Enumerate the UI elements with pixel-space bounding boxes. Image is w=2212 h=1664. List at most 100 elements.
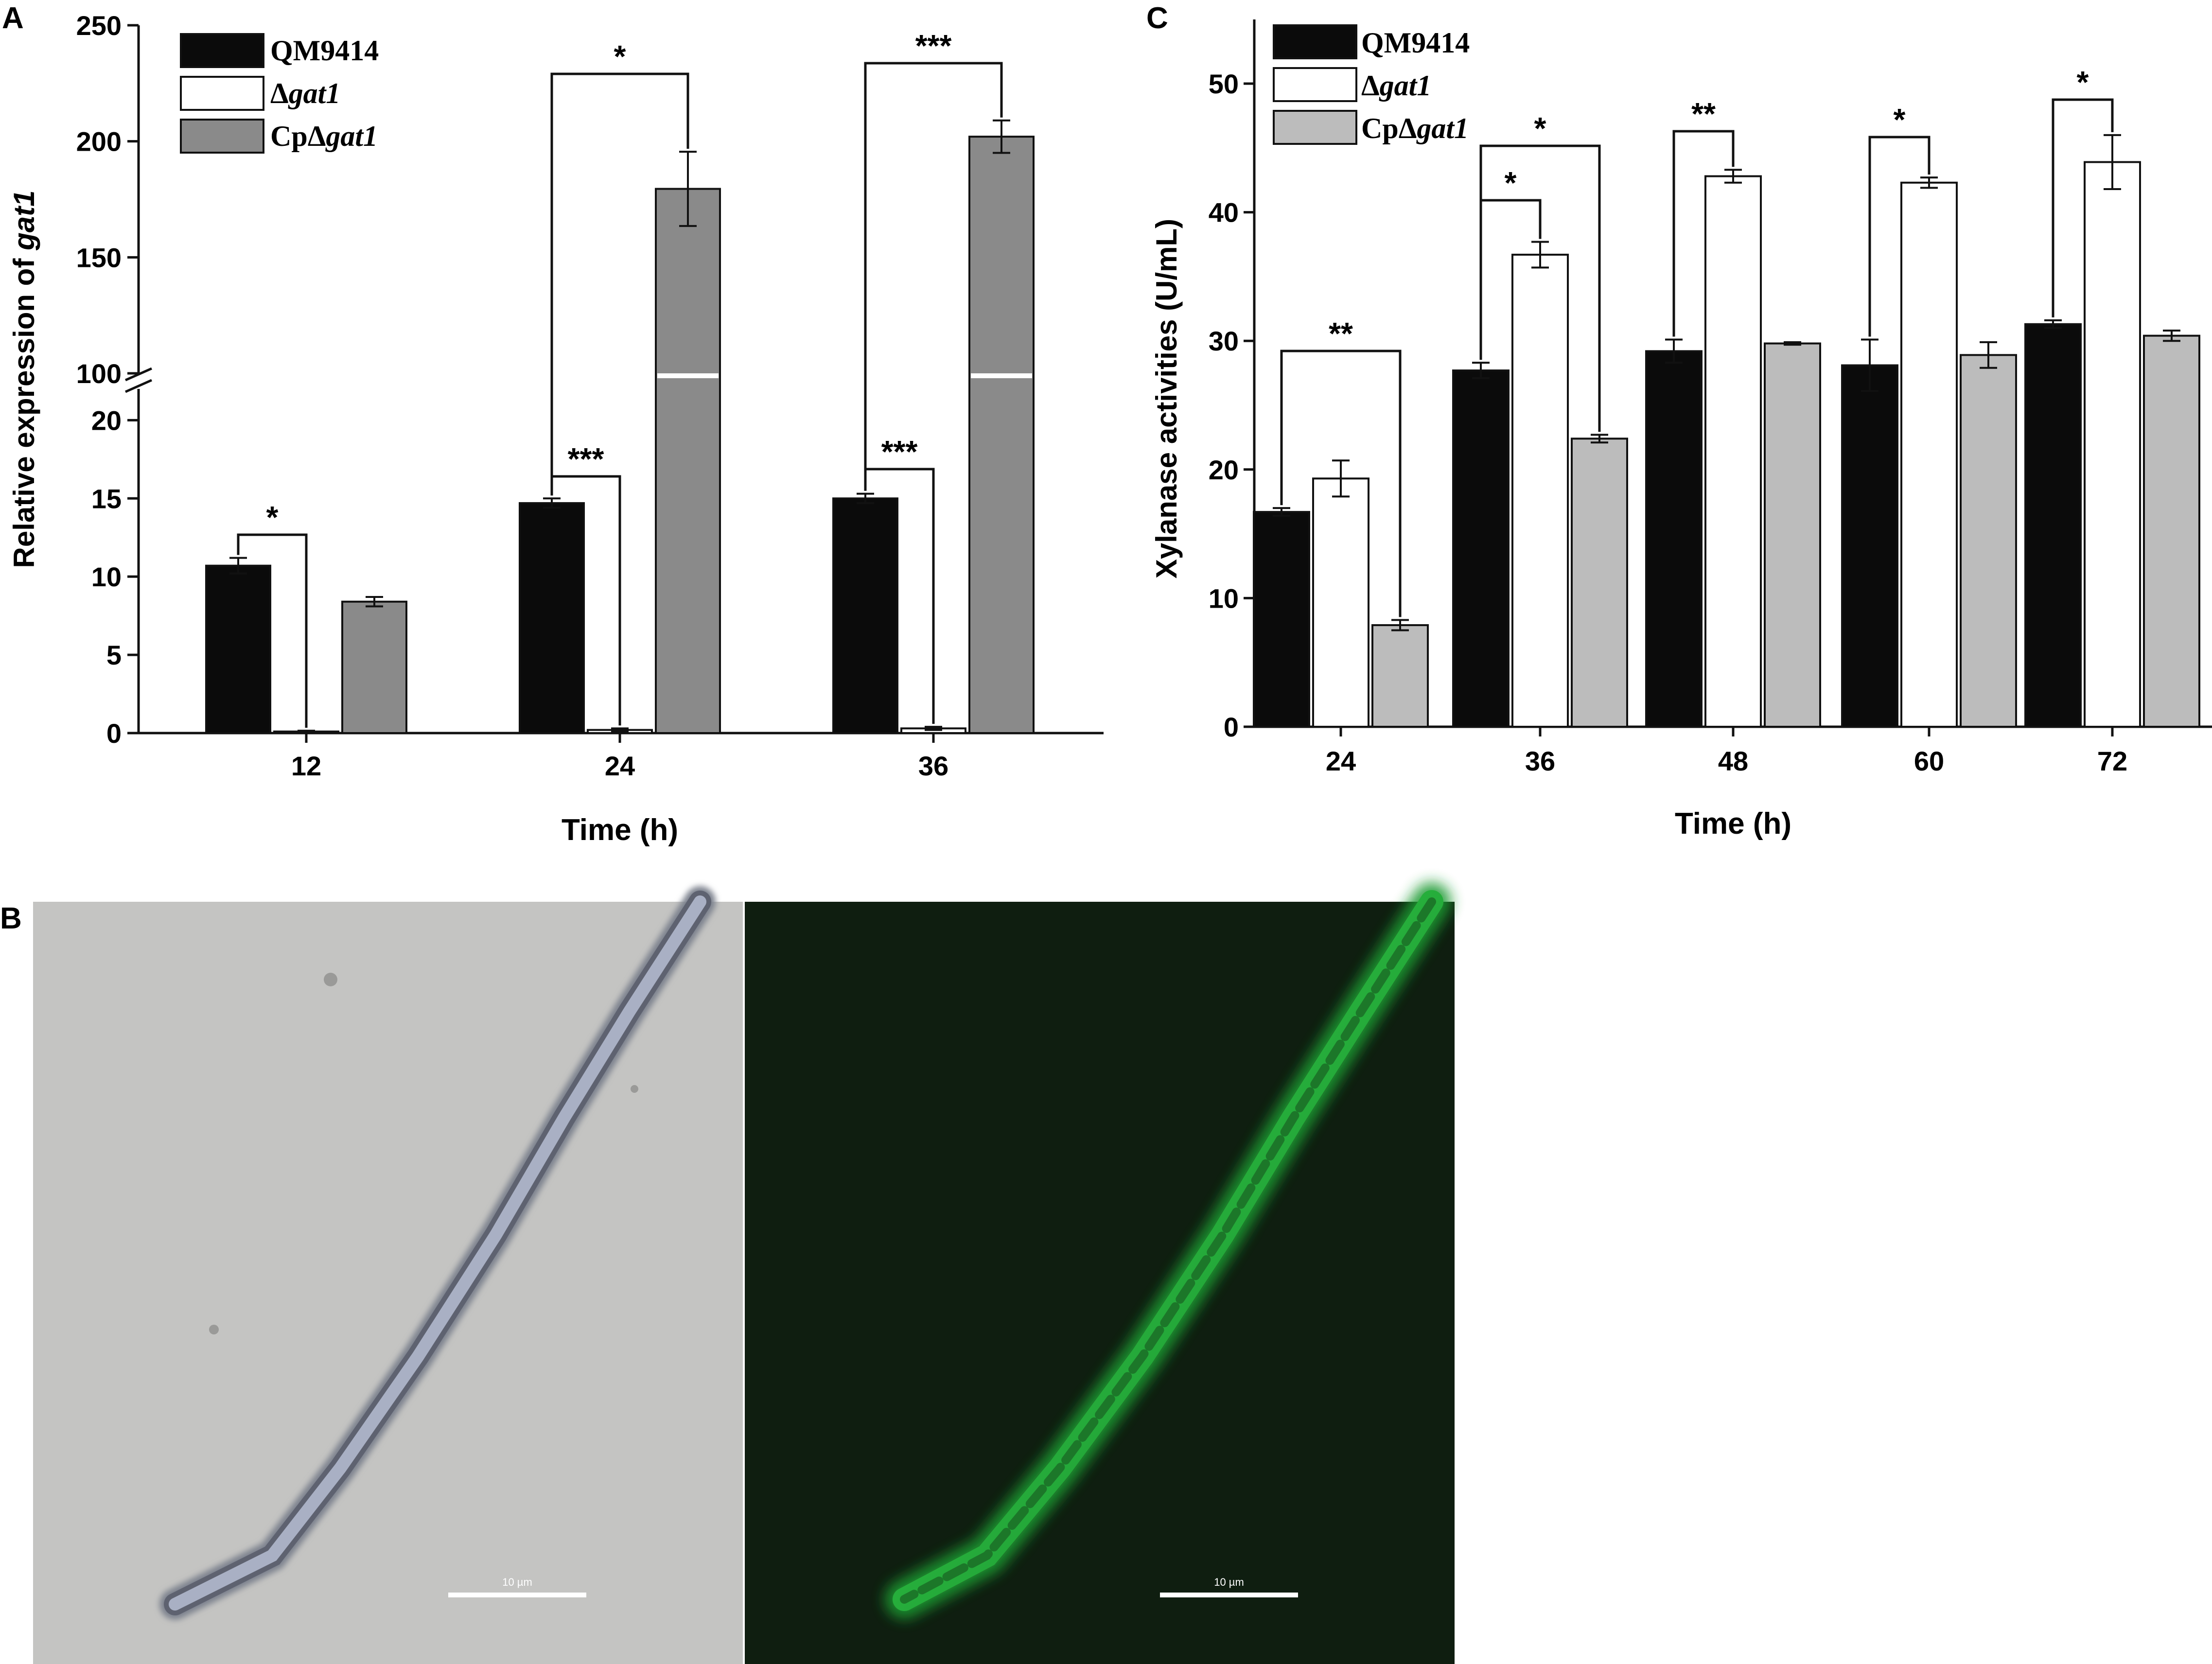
panel-a-bar (655, 188, 721, 734)
legend-label-dgat1: Δgat1 (270, 77, 340, 109)
panel-c-bars (1253, 134, 2200, 728)
panel-a-y-tick-label: 5 (106, 640, 122, 670)
panel-c-significance-bracket (1868, 136, 1931, 337)
panel-a-y-axis-label: Relative expression of gat1 (8, 191, 40, 568)
panel-c-significance-label: * (1894, 102, 1906, 137)
panel-c-significance-label: ** (1329, 316, 1353, 351)
panel-c-y-tick-label: 10 (1209, 583, 1239, 613)
panel-a-significance-bracket (237, 533, 308, 728)
panel-a-significance-label: *** (568, 441, 604, 476)
panel-c-bar (1841, 364, 1898, 728)
panel-b: B 10 µm 10 µm (0, 882, 1455, 1664)
panel-c-x-tick-label: 36 (1525, 746, 1555, 776)
panel-c-y-tick-label: 50 (1209, 69, 1239, 99)
scale-bar-left-label: 10 µm (502, 1576, 532, 1588)
panel-c-significance-bracket (1280, 350, 1402, 617)
legend-swatch-dgat1 (180, 76, 264, 111)
panel-c-x-tick-label: 24 (1326, 746, 1356, 776)
panel-c-x-ticks: 24 36 48 60 72 (1326, 727, 2127, 776)
scale-bar-right (1160, 1593, 1298, 1597)
debris-speck (209, 1325, 219, 1334)
panel-a-significance: *********** (237, 28, 1003, 728)
panel-c-y-tick-label: 30 (1209, 326, 1239, 356)
panel-c-bar (1960, 354, 2017, 728)
panel-c-x-tick-label: 72 (2097, 746, 2127, 776)
scale-bar-left (448, 1593, 586, 1597)
legend-swatch-cpdgat1 (1273, 110, 1357, 145)
panel-a-significance-label: *** (915, 28, 952, 63)
debris-speck (631, 1085, 638, 1093)
panel-a-letter: A (2, 1, 24, 35)
panel-a-y-ticks: 0 5 10 15 20 100 150 200 250 (76, 10, 139, 749)
panel-a-y-tick-label: 150 (76, 242, 122, 273)
panel-a-axis-break-mark (124, 379, 153, 393)
panel-c-bar (2084, 161, 2141, 728)
panel-a-y-tick-label: 15 (91, 483, 122, 514)
panel-a-significance-bracket (864, 62, 1003, 491)
panel-a-y-tick-label: 0 (106, 718, 122, 749)
legend-swatch-qm9414 (180, 33, 264, 68)
panel-a-significance-label: *** (881, 434, 918, 469)
panel-a-y-tick-label: 250 (76, 10, 122, 41)
panel-c-significance-label: * (1505, 165, 1517, 200)
panel-c-y-tick-label: 20 (1209, 455, 1239, 485)
panel-a-significance-bracket (550, 72, 689, 496)
panel-c-bar (1645, 350, 1703, 728)
panel-c-significance-bracket (1479, 144, 1601, 432)
legend-label-dgat1: Δgat1 (1361, 70, 1431, 102)
panel-a-bar (519, 502, 585, 734)
brightfield-micrograph: 10 µm (33, 886, 743, 1664)
legend-swatch-cpdgat1 (180, 119, 264, 154)
panel-a-x-tick-label: 36 (918, 751, 948, 781)
panel-a-bar (205, 564, 271, 734)
panel-c-bar (1312, 477, 1369, 728)
panel-c-significance: **** ** ** (1280, 65, 2114, 617)
panel-b-letter: B (0, 902, 22, 935)
panel-c-letter: C (1146, 1, 1168, 35)
panel-c-bar (1511, 253, 1569, 728)
legend-label-qm9414: QM9414 (270, 35, 379, 67)
legend-label-qm9414: QM9414 (1361, 27, 1470, 59)
panel-c-significance-label: * (2077, 65, 2089, 100)
panel-c-significance-bracket (1672, 130, 1735, 337)
panel-c-significance-label: ** (1691, 96, 1716, 131)
panel-a-y-tick-label: 200 (76, 126, 122, 157)
legend-label-cpdgat1: CpΔgat1 (270, 120, 378, 152)
legend-swatch-dgat1 (1273, 67, 1357, 102)
panel-a-y-tick-label: 20 (91, 405, 122, 436)
panel-c-bar (2024, 323, 2082, 728)
panel-c-bar (1900, 181, 1958, 728)
panel-c-bar (1571, 438, 1628, 728)
panel-c-bar (2143, 334, 2200, 728)
panel-c-y-tick-label: 40 (1209, 197, 1239, 228)
panel-c-bar (1253, 511, 1310, 728)
panel-c-x-axis-label: Time (h) (1675, 807, 1791, 841)
panel-c-bar (1704, 175, 1762, 728)
panel-a-x-ticks: 12 24 36 (291, 733, 948, 781)
scale-bar-right-label: 10 µm (1214, 1576, 1244, 1588)
panel-c-significance-bracket (2052, 98, 2114, 317)
panel-a-x-axis-label: Time (h) (562, 813, 678, 847)
legend-swatch-qm9414 (1273, 24, 1357, 59)
panel-a-bars (205, 119, 1035, 735)
fluorescence-micrograph: 10 µm (745, 882, 1455, 1664)
panel-c-bar (1764, 342, 1821, 728)
panel-c-x-tick-label: 48 (1718, 746, 1748, 776)
panel-c-significance-label: * (1534, 111, 1546, 146)
panel-c-y-tick-label: 0 (1224, 712, 1239, 742)
debris-speck (324, 973, 337, 986)
panel-a-legend: QM9414 Δgat1 CpΔgat1 (180, 33, 379, 154)
panel-a-bar (832, 497, 898, 734)
panel-c-y-ticks: 0 10 20 30 40 50 (1209, 69, 1254, 742)
legend-label-cpdgat1: CpΔgat1 (1361, 112, 1469, 144)
panel-c-bar (1452, 369, 1510, 728)
panel-c-legend: QM9414 Δgat1 CpΔgat1 (1273, 24, 1470, 145)
panel-a-x-tick-label: 24 (605, 751, 635, 781)
panel-a-x-tick-label: 12 (291, 751, 321, 781)
hypha-interior (169, 895, 706, 1611)
panel-a-bar (968, 136, 1035, 734)
panel-a-bar (341, 600, 407, 734)
